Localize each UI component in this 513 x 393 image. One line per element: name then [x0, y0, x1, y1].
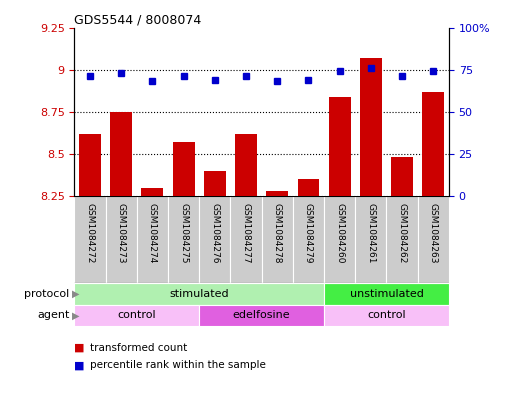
Text: GSM1084275: GSM1084275 — [179, 203, 188, 264]
Text: ■: ■ — [74, 360, 85, 371]
Bar — [106, 196, 137, 283]
Text: GSM1084272: GSM1084272 — [86, 203, 94, 263]
Bar — [324, 305, 449, 326]
Bar — [79, 134, 101, 196]
Text: ▶: ▶ — [72, 310, 80, 320]
Text: GSM1084260: GSM1084260 — [335, 203, 344, 264]
Bar — [418, 196, 449, 283]
Text: transformed count: transformed count — [90, 343, 187, 353]
Bar — [168, 196, 199, 283]
Text: GSM1084277: GSM1084277 — [242, 203, 250, 264]
Bar — [293, 196, 324, 283]
Bar — [110, 112, 132, 196]
Bar — [173, 142, 194, 196]
Bar — [137, 196, 168, 283]
Text: percentile rank within the sample: percentile rank within the sample — [90, 360, 266, 371]
Text: edelfosine: edelfosine — [233, 310, 290, 320]
Text: GSM1084262: GSM1084262 — [398, 203, 407, 263]
Bar — [74, 305, 199, 326]
Bar — [142, 188, 163, 196]
Text: GSM1084263: GSM1084263 — [429, 203, 438, 264]
Text: protocol: protocol — [24, 289, 69, 299]
Bar — [262, 196, 293, 283]
Bar — [329, 97, 350, 196]
Bar — [324, 196, 355, 283]
Bar — [391, 157, 413, 196]
Bar — [199, 196, 230, 283]
Bar — [422, 92, 444, 196]
Text: GSM1084274: GSM1084274 — [148, 203, 157, 263]
Text: GSM1084276: GSM1084276 — [210, 203, 220, 264]
Bar — [74, 196, 106, 283]
Bar — [204, 171, 226, 196]
Bar — [386, 196, 418, 283]
Bar — [324, 283, 449, 305]
Text: control: control — [367, 310, 406, 320]
Text: control: control — [117, 310, 156, 320]
Text: stimulated: stimulated — [169, 289, 229, 299]
Text: ■: ■ — [74, 343, 85, 353]
Bar — [235, 134, 257, 196]
Text: unstimulated: unstimulated — [349, 289, 423, 299]
Bar — [355, 196, 386, 283]
Text: GSM1084279: GSM1084279 — [304, 203, 313, 264]
Text: agent: agent — [37, 310, 69, 320]
Text: GSM1084261: GSM1084261 — [366, 203, 376, 264]
Bar — [266, 191, 288, 196]
Text: GDS5544 / 8008074: GDS5544 / 8008074 — [74, 13, 202, 26]
Bar — [199, 305, 324, 326]
Text: GSM1084273: GSM1084273 — [116, 203, 126, 264]
Text: ▶: ▶ — [72, 289, 80, 299]
Text: GSM1084278: GSM1084278 — [273, 203, 282, 264]
Bar — [74, 283, 324, 305]
Bar — [298, 179, 320, 196]
Bar — [360, 58, 382, 196]
Bar — [230, 196, 262, 283]
